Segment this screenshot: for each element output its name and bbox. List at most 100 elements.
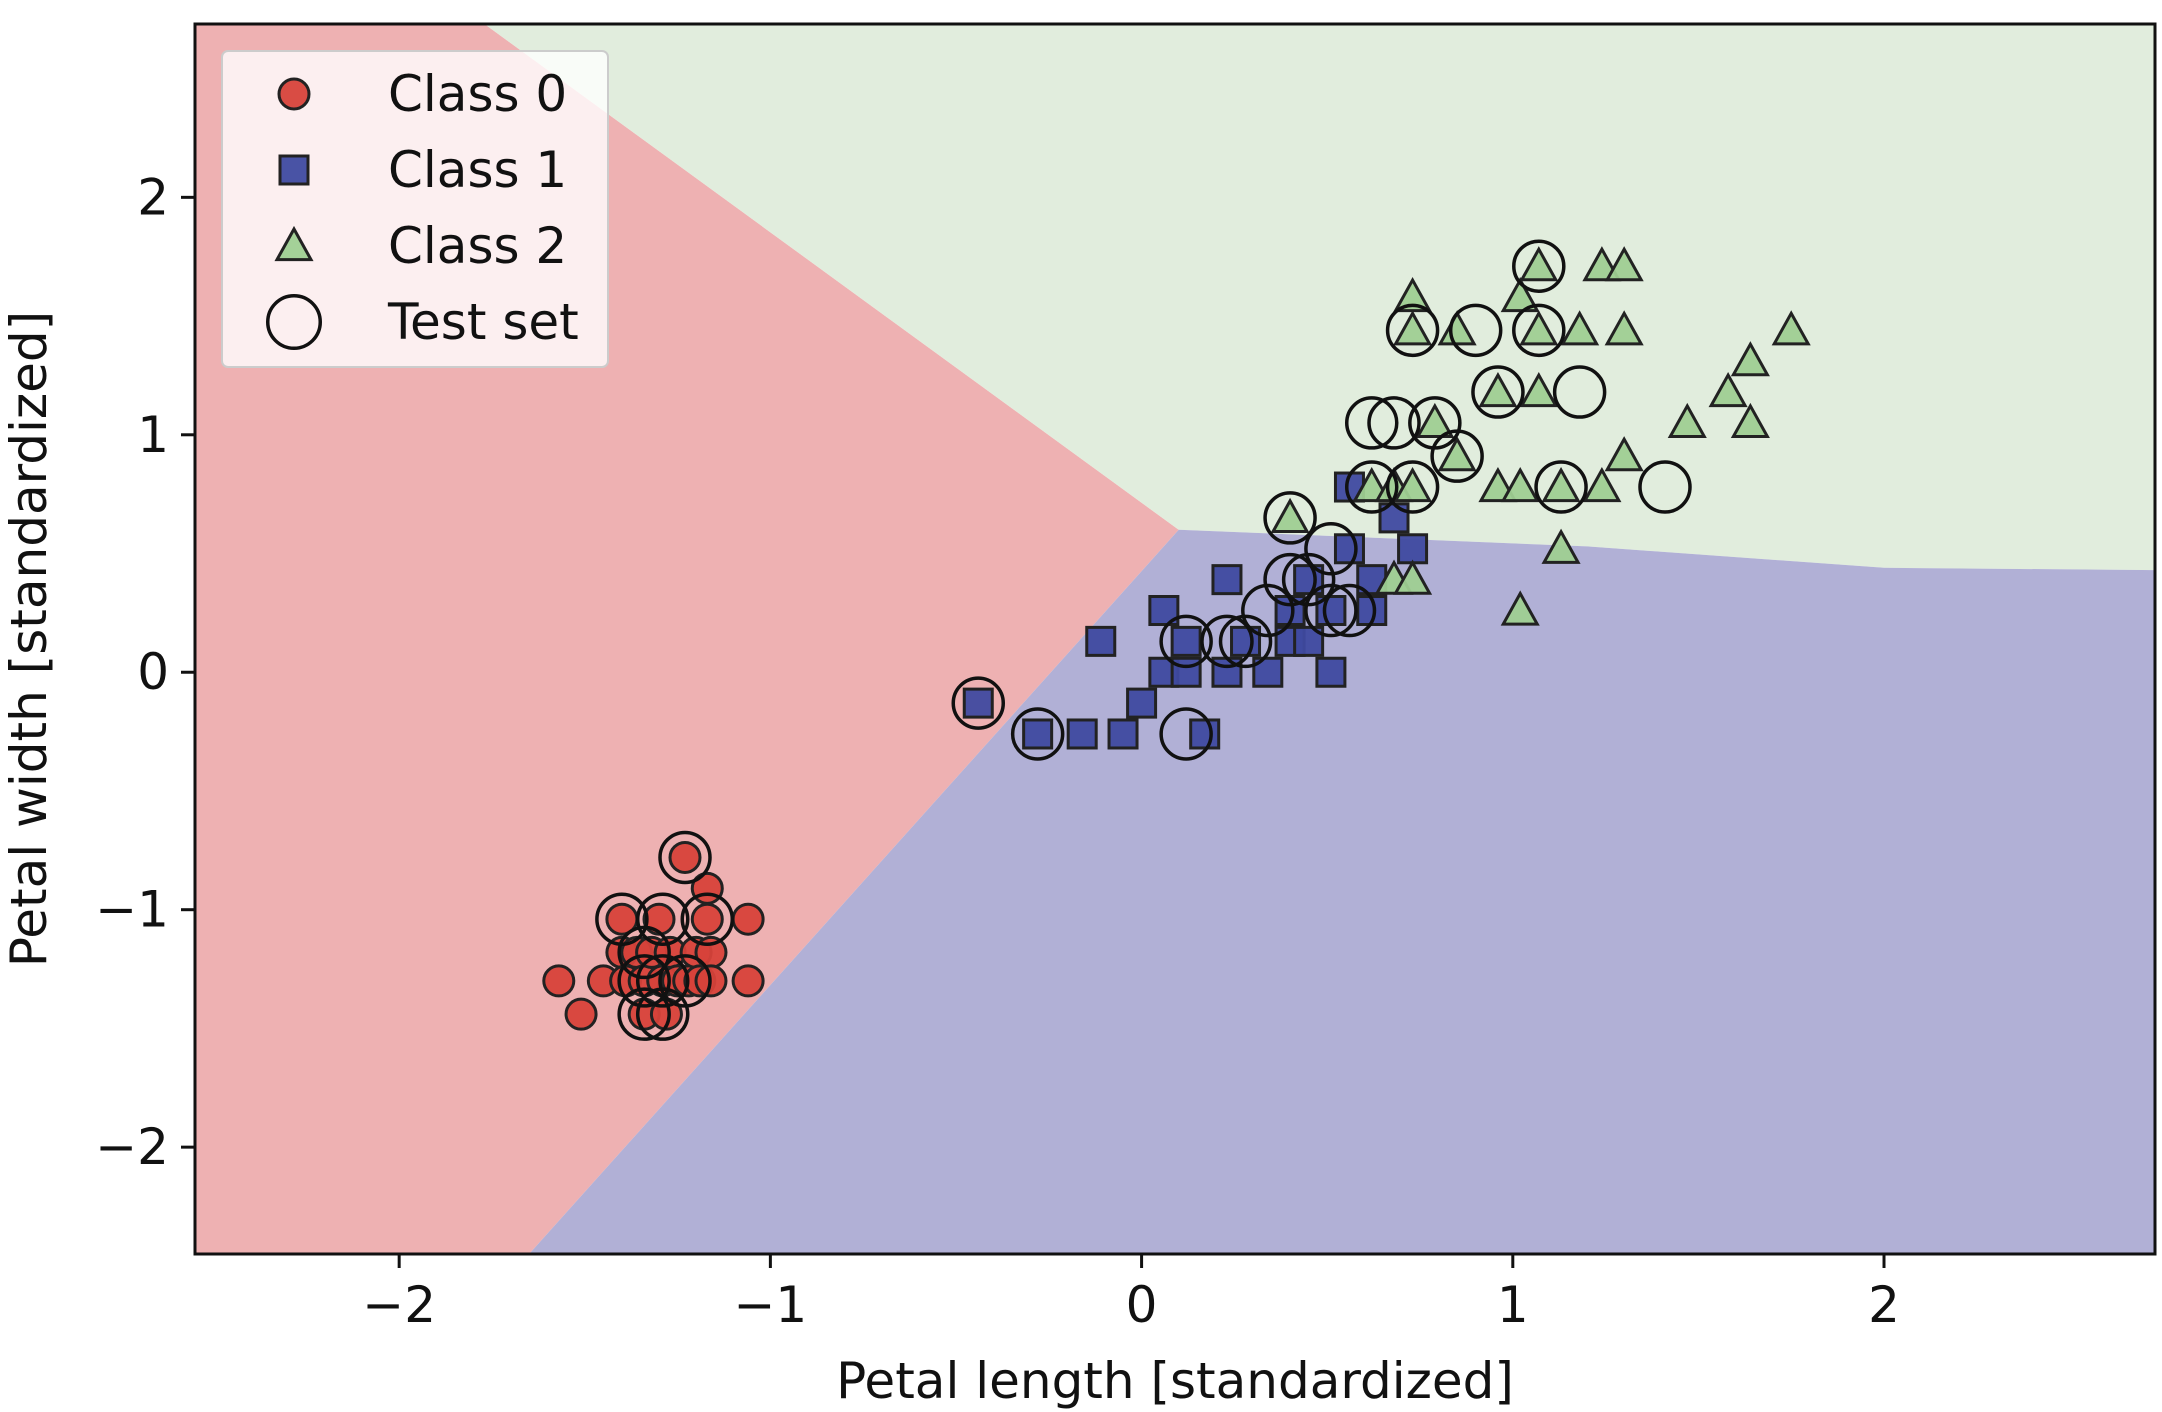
square-point (1170, 625, 1202, 657)
test-set-marker (617, 954, 671, 1008)
test-set-marker (1322, 583, 1377, 638)
triangle-point (1519, 246, 1559, 282)
triangle-point (1500, 466, 1540, 503)
test-set-marker (1552, 365, 1607, 419)
x-tick-label: 2 (1868, 1276, 1900, 1334)
test-set-marker (635, 892, 690, 946)
test-set-marker (1448, 303, 1503, 358)
triangle-point (1437, 436, 1477, 472)
y-tick-label: 1 (137, 406, 169, 464)
series-class-1 (962, 471, 1429, 750)
triangle-point (1270, 497, 1310, 533)
triangle-point (1730, 341, 1770, 377)
y-tick-label: −2 (95, 1118, 169, 1176)
data-points (542, 239, 1811, 1041)
square-point (1315, 595, 1347, 627)
triangle-point (1708, 371, 1748, 408)
triangle-point (1415, 402, 1455, 439)
legend-item: Class 0 (277, 65, 567, 123)
y-tick-label: −1 (95, 881, 169, 939)
triangle-point (1541, 466, 1581, 503)
square-point (1211, 564, 1243, 596)
circle-point (542, 964, 576, 998)
decision-region-class-1 (529, 529, 2155, 1254)
circle-point (668, 840, 702, 874)
triangle-point (1730, 402, 1770, 439)
series-class-2 (1270, 246, 1811, 626)
test-set-marker (1638, 460, 1692, 514)
test-set-marker (951, 676, 1006, 730)
legend-label: Class 2 (388, 217, 567, 275)
test-set-marker (1344, 460, 1399, 514)
square-point (1211, 656, 1243, 688)
legend-marker-triangle (274, 225, 314, 262)
x-axis: −2 −1 0 1 2 (362, 1254, 1900, 1334)
test-set-marker (1263, 491, 1317, 545)
test-set-marker (1159, 614, 1213, 669)
square-point (1022, 718, 1054, 750)
x-tick-label: −2 (362, 1276, 436, 1334)
test-set-marker (1263, 552, 1317, 607)
test-set-marker (1471, 365, 1525, 419)
triangle-point (1771, 310, 1811, 346)
test-set-marker (1534, 460, 1588, 514)
test-set-marker (1304, 583, 1358, 638)
square-point (1085, 625, 1117, 657)
square-point (1397, 533, 1429, 565)
triangle-point (1393, 559, 1433, 595)
square-point (1315, 656, 1347, 688)
triangle-point (1582, 466, 1622, 503)
legend-item: Class 1 (278, 141, 567, 199)
legend-marker-open-circle (266, 294, 322, 350)
test-set-marker (635, 954, 690, 1008)
triangle-point (1667, 402, 1707, 439)
test-set-marker (1512, 239, 1566, 293)
square-point (1189, 718, 1221, 750)
test-set-marker (1385, 460, 1440, 514)
test-set-marker (635, 987, 690, 1041)
y-axis: −2 −1 0 1 2 (95, 168, 195, 1176)
plot-frame (193, 22, 2157, 1256)
legend-item: Class 2 (274, 217, 567, 275)
square-point (962, 687, 994, 719)
series-test-set (595, 239, 1692, 1041)
triangle-point (1500, 590, 1540, 626)
triangle-point (1519, 310, 1559, 346)
legend-box (221, 50, 609, 368)
y-axis-label: Petal width [standardized] (0, 311, 58, 967)
square-point (1126, 687, 1158, 719)
test-set-marker (617, 987, 671, 1041)
test-set-marker (1512, 303, 1566, 358)
legend-item: Test set (266, 293, 579, 351)
test-set-marker (1010, 707, 1065, 761)
circle-point (731, 902, 765, 936)
test-set-marker (680, 892, 735, 946)
triangle-point (1500, 276, 1540, 313)
legend: Class 0 Class 1 Class 2 Test set (221, 50, 609, 368)
test-set-marker (1218, 614, 1273, 669)
test-set-marker (1344, 396, 1399, 450)
test-set-marker (1385, 303, 1440, 358)
triangle-point (1393, 466, 1433, 503)
triangle-point (1604, 436, 1644, 472)
legend-label: Test set (387, 293, 579, 351)
square-point (1333, 533, 1365, 565)
y-tick-label: 0 (137, 643, 169, 701)
legend-label: Class 0 (388, 65, 567, 123)
triangle-point (1519, 371, 1559, 408)
triangle-point (1604, 310, 1644, 346)
triangle-point (1560, 310, 1600, 346)
test-set-marker (1241, 583, 1295, 638)
test-set-marker (617, 925, 671, 980)
legend-marker-square (278, 154, 310, 186)
test-set-marker (1159, 707, 1213, 761)
triangle-point (1604, 246, 1644, 282)
circle-point (690, 902, 724, 936)
square-point (1066, 718, 1098, 750)
legend-marker-circle (277, 77, 311, 111)
x-axis-label: Petal length [standardized] (836, 1352, 1514, 1410)
test-set-marker (658, 830, 712, 885)
legend-label: Class 1 (388, 141, 567, 199)
